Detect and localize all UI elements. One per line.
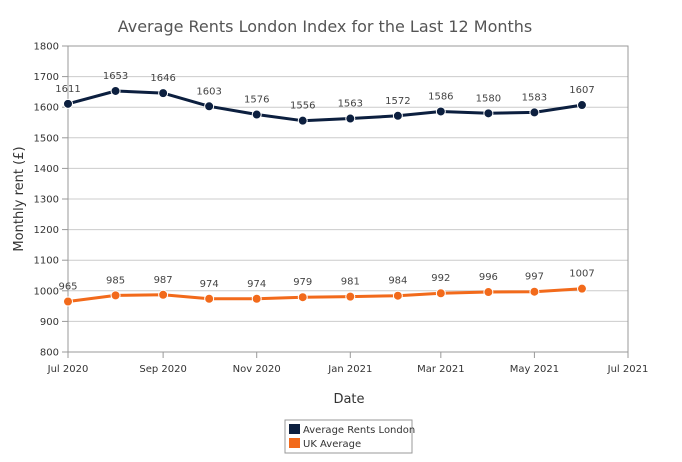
x-tick-label: May 2021: [510, 364, 559, 375]
data-point: [576, 283, 587, 294]
series-0: 1611 1653 1646 1603 1576 1556 1563 1572 1586 1580…: [55, 71, 595, 126]
legend: Average Rents London UK Average: [284, 419, 415, 454]
y-tick-label: 900: [40, 317, 59, 328]
data-point: [158, 88, 169, 99]
x-tick-label: Jan 2021: [327, 364, 372, 375]
y-tick-label: 1500: [34, 133, 59, 144]
data-point: [297, 115, 308, 126]
data-label: 996: [479, 272, 498, 283]
y-tick-label: 1600: [34, 103, 59, 114]
data-label: 1007: [569, 269, 594, 280]
x-axis-title: Date: [333, 392, 364, 407]
data-label: 965: [58, 282, 77, 293]
data-point: [204, 293, 215, 304]
data-point: [483, 287, 494, 298]
y-tick-label: 1800: [34, 42, 59, 53]
x-tick-label: Jul 2020: [47, 364, 89, 375]
data-point: [297, 292, 308, 303]
series-line: [67, 89, 583, 123]
data-point: [158, 289, 169, 300]
data-label: 974: [247, 279, 266, 290]
data-point: [63, 296, 73, 307]
data-label: 1653: [103, 71, 128, 82]
data-label: 1556: [290, 101, 315, 112]
chart-title: Average Rents London Index for the Last …: [118, 17, 533, 36]
data-label: 981: [341, 277, 360, 288]
data-label: 992: [431, 273, 450, 284]
data-label: 997: [525, 272, 544, 283]
data-point: [576, 100, 587, 111]
data-label: 1603: [196, 86, 221, 97]
y-axis-ticks: 800 900 1000 1100 1200 1300 1400 1500 1600 1700 18…: [34, 42, 68, 359]
x-tick-label: Sep 2020: [139, 364, 186, 375]
data-point: [110, 290, 121, 301]
data-label: 974: [200, 279, 219, 290]
data-label: 1583: [522, 92, 547, 103]
legend-swatch: [289, 424, 300, 434]
y-tick-label: 1400: [34, 164, 59, 175]
data-label: 1572: [385, 96, 410, 107]
x-tick-label: Nov 2020: [233, 364, 281, 375]
data-point: [529, 107, 540, 118]
data-point: [529, 286, 540, 297]
y-tick-label: 1700: [34, 72, 59, 83]
data-point: [204, 101, 215, 112]
data-label: 984: [388, 276, 407, 287]
data-label: 1563: [338, 99, 363, 110]
data-point: [392, 110, 403, 121]
y-tick-label: 1300: [34, 195, 59, 206]
data-point: [345, 113, 356, 124]
y-tick-label: 1000: [34, 286, 59, 297]
y-tick-label: 1200: [34, 225, 59, 236]
data-point: [251, 109, 262, 120]
series-line: [67, 287, 583, 303]
legend-label: UK Average: [303, 439, 361, 450]
data-point: [63, 98, 73, 109]
data-label: 1580: [476, 93, 501, 104]
data-point: [435, 288, 446, 299]
legend-label: Average Rents London: [303, 425, 415, 436]
y-tick-label: 800: [40, 348, 59, 359]
data-point: [392, 290, 403, 301]
data-point: [435, 106, 446, 117]
data-point: [483, 108, 494, 119]
data-label: 1576: [244, 95, 269, 106]
data-point: [110, 85, 121, 96]
data-label: 985: [106, 275, 125, 286]
y-axis-title: Monthly rent (£): [12, 146, 27, 251]
data-point: [251, 293, 262, 304]
data-label: 1611: [55, 84, 80, 95]
x-tick-label: Mar 2021: [417, 364, 465, 375]
series-1: 965 985 987 974 974 979 981 984 992 996 997 1007: [58, 269, 595, 307]
series: 1611 1653 1646 1603 1576 1556 1563 1572 1586 1580…: [55, 71, 595, 307]
data-label: 979: [293, 277, 312, 288]
x-axis-ticks: Jul 2020 Sep 2020 Nov 2020 Jan 2021 Mar 2021…: [47, 352, 649, 375]
data-point: [345, 291, 356, 302]
data-label: 1607: [569, 85, 594, 96]
legend-swatch: [289, 438, 300, 448]
y-tick-label: 1100: [34, 256, 59, 267]
data-label: 987: [154, 275, 173, 286]
data-label: 1586: [428, 91, 453, 102]
x-tick-label: Jul 2021: [607, 364, 649, 375]
data-label: 1646: [150, 73, 175, 84]
legend-box: [284, 419, 413, 454]
